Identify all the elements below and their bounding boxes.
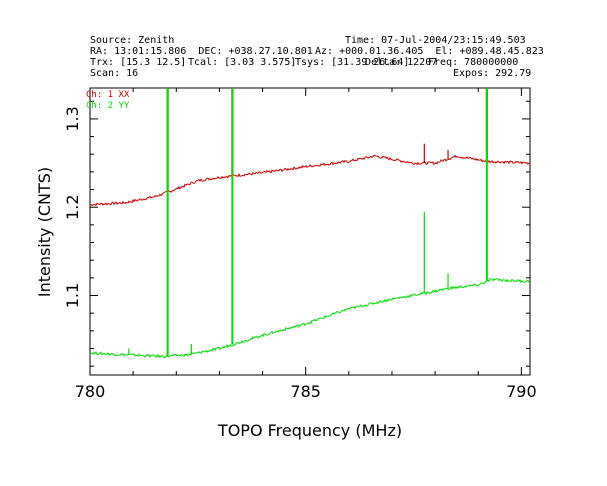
header-az-el: Az: +000.01.36.405 El: +089.48.45.823 (315, 46, 544, 57)
header-delta: Delta: 12207 (365, 57, 438, 68)
header-source: Source: Zenith (90, 35, 175, 46)
x-tick-label: 780 (75, 382, 106, 401)
header-tcal: Tcal: [3.03 3.575] (188, 57, 297, 68)
header-ra-dec: RA: 13:01:15.806 DEC: +038.27.10.801 (90, 46, 313, 57)
y-tick-label: 1.3 (63, 106, 82, 131)
series-line-2 (89, 278, 531, 359)
header-tsys: Tsys: [31.39 26.64] (295, 57, 410, 68)
header-freq: Freq: 780000000 (428, 57, 519, 68)
y-tick-label: 1.1 (63, 283, 82, 308)
series-line-1 (89, 154, 531, 207)
plot-frame (89, 87, 531, 376)
series-layer (89, 88, 531, 359)
x-axis-label: TOPO Frequency (MHz) (217, 421, 402, 440)
y-axis-label: Intensity (CNTS) (35, 167, 54, 297)
legend-series-2: Ch: 2 YY (86, 101, 130, 111)
header-time: Time: 07-Jul-2004/23:15:49.503 (345, 35, 526, 46)
header-scan: Scan: 16 (90, 68, 139, 79)
axis-layer: 780 785 790 1.1 1.2 1.3 (63, 88, 537, 401)
header-expos: Expos: 292.79 (453, 68, 532, 79)
x-tick-label: 785 (290, 382, 321, 401)
legend-series-1: Ch: 1 XX (86, 90, 130, 100)
y-tick-label: 1.2 (63, 194, 82, 219)
header-trx: Trx: [15.3 12.5] (90, 57, 187, 68)
x-tick-label: 790 (506, 382, 537, 401)
